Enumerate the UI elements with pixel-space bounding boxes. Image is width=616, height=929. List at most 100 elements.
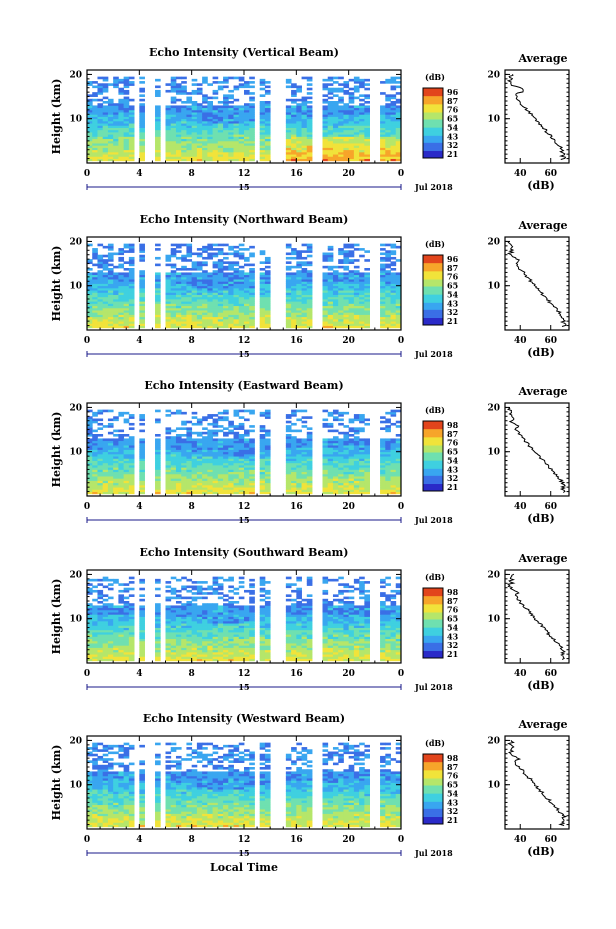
heatmap-cell [238,138,245,142]
heatmap-cell [107,287,114,291]
heatmap-cell [306,416,313,419]
heatmap-cell [217,270,224,273]
heatmap-cell [202,151,208,155]
heatmap-cell [343,112,350,115]
heatmap-cell [107,268,114,271]
heatmap-cell [249,109,255,113]
heatmap-cell [301,312,308,315]
heatmap-cell [348,462,355,466]
heatmap-cell [202,132,208,135]
heatmap-cell [338,301,344,304]
heatmap-cell [102,445,109,448]
heatmap-cell [380,112,386,115]
heatmap-cell [359,138,365,142]
heatmap-cell [186,151,193,155]
heatmap-cell [322,469,329,473]
heatmap-cell [170,125,177,128]
heatmap-cell [97,325,104,329]
heatmap-cell [212,92,219,95]
x-tick-label: 0 [84,502,90,512]
heatmap-cell [327,414,334,417]
heatmap-cell [364,312,370,315]
heatmap-cell [291,252,297,256]
heatmap-cell [118,136,125,140]
heatmap-cell [395,140,402,144]
heatmap-cell [327,285,334,289]
heatmap-cell [102,325,109,329]
heatmap-cell [196,252,203,256]
heatmap-cell [359,325,365,329]
heatmap-cell [97,114,104,117]
heatmap-cell [139,281,145,284]
colorbar-segment [423,266,443,269]
heatmap-cell [223,283,229,287]
heatmap-cell [332,116,339,120]
heatmap-cell [348,473,355,477]
heatmap-cell [191,261,198,264]
heatmap-cell [338,105,344,109]
heatmap-cell [385,296,391,300]
heatmap-cell [249,145,255,148]
heatmap-cell [343,279,350,282]
heatmap-cell [249,484,255,488]
colorbar-segment [423,146,443,148]
heatmap-cell [359,147,365,151]
colorbar-segment [423,105,443,108]
heatmap-cell [322,129,329,133]
colorbar-segment [423,116,443,118]
heatmap-cell [327,281,334,284]
heatmap-cell [380,154,386,157]
heatmap-cell [285,438,292,442]
heatmap-cell [249,158,255,162]
heatmap-cell [92,132,98,135]
heatmap-cell [217,440,224,444]
heatmap-cell [327,301,334,304]
heatmap-cell [186,431,193,435]
heatmap-cell [123,489,130,492]
heatmap-cell [107,438,114,442]
heatmap-cell [139,482,145,486]
heatmap-cell [264,143,271,146]
heatmap-cell [390,411,397,415]
heatmap-cell [259,281,266,284]
heatmap-cell [348,478,355,481]
heatmap-cell [186,287,193,291]
heatmap-cell [113,145,119,148]
heatmap-cell [92,272,98,276]
heatmap-cell [343,276,350,280]
colorbar-segment [423,464,443,466]
heatmap-cell [87,94,93,97]
heatmap-cell [390,245,397,249]
heatmap-cell [301,76,308,80]
heatmap-cell [301,136,308,140]
heatmap-cell [196,89,203,93]
heatmap-cell [296,285,302,289]
heatmap-cell [322,105,329,109]
colorbar-segment [423,479,443,481]
x-tick-label: 0 [398,502,404,512]
heatmap-cell [238,438,245,442]
heatmap-cell [217,299,224,302]
heatmap-cell [223,129,229,133]
heatmap-cell [301,478,308,481]
colorbar-segment [423,104,443,106]
heatmap-cell [155,276,161,280]
heatmap-cell [139,125,145,128]
heatmap-cell [301,323,308,326]
heatmap-cell [343,299,350,302]
heatmap-cell [380,127,386,131]
heatmap-cell [223,158,229,162]
heatmap-cell [191,107,198,111]
y-axis-label: Height (km) [50,246,63,322]
heatmap-cell [228,276,234,280]
heatmap-cell [207,138,213,142]
heatmap-cell [385,129,391,133]
heatmap-cell [327,116,334,120]
heatmap-cell [301,138,308,142]
heatmap-cell [175,478,182,481]
heatmap-cell [395,149,402,153]
heatmap-cell [233,123,240,126]
heatmap-cell [139,438,145,442]
heatmap-cell [170,445,177,448]
heatmap-cell [380,292,386,295]
